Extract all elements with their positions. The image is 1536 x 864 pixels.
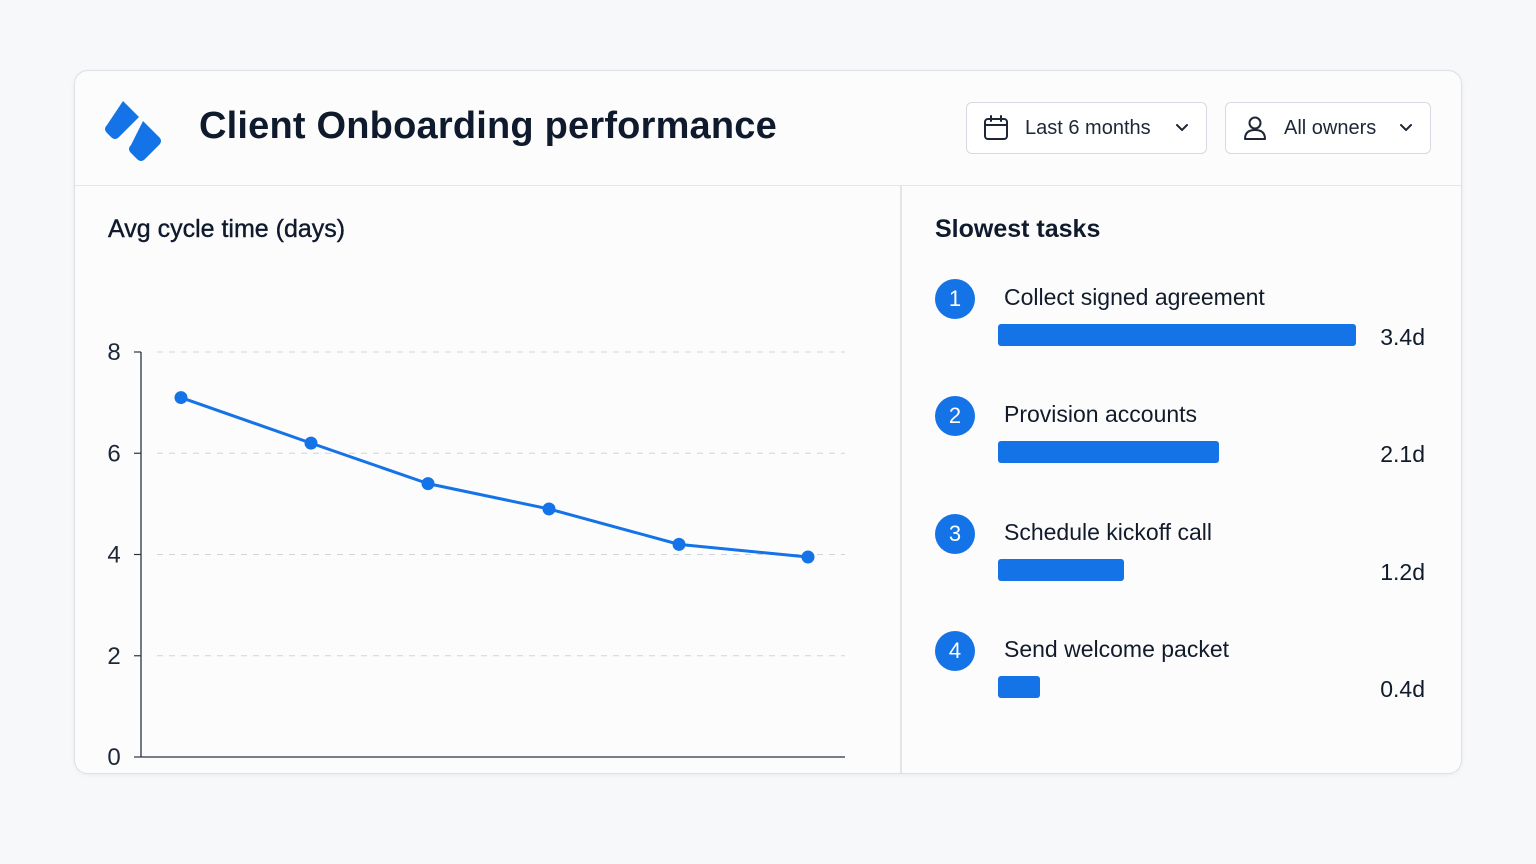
data-point — [174, 391, 188, 405]
y-tick-label: 2 — [107, 643, 120, 670]
task-rank-badge: 1 — [935, 279, 975, 319]
series-line — [179, 396, 810, 559]
task-duration-bar — [998, 559, 1125, 581]
y-tick-label: 0 — [107, 744, 120, 771]
slowest-tasks-title: Slowest tasks — [935, 215, 1101, 243]
task-row: 4 Send welcome packet 0.4d — [935, 631, 1435, 731]
card-header: Client Onboarding performance Last 6 mon… — [75, 71, 1461, 186]
task-duration-bar — [998, 441, 1220, 463]
performance-card: Client Onboarding performance Last 6 mon… — [74, 70, 1462, 774]
date-range-label: Last 6 months — [1025, 117, 1151, 139]
task-duration-value: 0.4d — [1380, 676, 1425, 702]
task-bar-track — [998, 676, 1358, 698]
task-name: Provision accounts — [1004, 401, 1198, 427]
task-duration-bar — [998, 324, 1356, 346]
task-row: 3 Schedule kickoff call 1.2d — [935, 514, 1435, 614]
data-point — [542, 502, 556, 516]
y-tick-label: 4 — [107, 542, 120, 569]
task-bar-track — [998, 441, 1358, 463]
data-point — [672, 537, 686, 551]
y-tick-label: 6 — [107, 440, 120, 467]
owner-dropdown[interactable]: All owners — [1225, 102, 1431, 154]
date-range-dropdown[interactable]: Last 6 months — [966, 102, 1207, 154]
chart-title: Avg cycle time (days) — [108, 215, 346, 243]
task-duration-bar — [998, 676, 1041, 698]
panel-divider — [900, 186, 902, 773]
task-name: Send welcome packet — [1004, 636, 1230, 662]
y-tick-label: 8 — [107, 339, 120, 366]
task-row: 1 Collect signed agreement 3.4d — [935, 279, 1435, 379]
brand-chevron-logo — [105, 101, 161, 161]
task-name: Schedule kickoff call — [1004, 519, 1212, 545]
task-bar-track — [998, 559, 1358, 581]
task-rank-badge: 3 — [935, 514, 975, 554]
owner-label: All owners — [1284, 117, 1377, 139]
data-point — [421, 477, 435, 491]
task-row: 2 Provision accounts 2.1d — [935, 396, 1435, 496]
task-rank-badge: 4 — [935, 631, 975, 671]
task-duration-value: 3.4d — [1380, 324, 1425, 350]
data-point — [801, 550, 815, 564]
calendar-icon — [984, 115, 1008, 140]
chevron-down-icon — [1400, 124, 1412, 131]
cycle-time-line-chart: 02468MarAprMayJunJulAug — [107, 339, 845, 771]
page-title: Client Onboarding performance — [199, 105, 777, 147]
task-duration-value: 2.1d — [1380, 441, 1425, 467]
user-icon — [1244, 116, 1266, 140]
task-duration-value: 1.2d — [1380, 559, 1425, 585]
chevron-down-icon — [1176, 124, 1188, 131]
data-point — [304, 436, 318, 450]
task-name: Collect signed agreement — [1004, 284, 1265, 310]
task-bar-track — [998, 324, 1358, 346]
task-rank-badge: 2 — [935, 396, 975, 436]
